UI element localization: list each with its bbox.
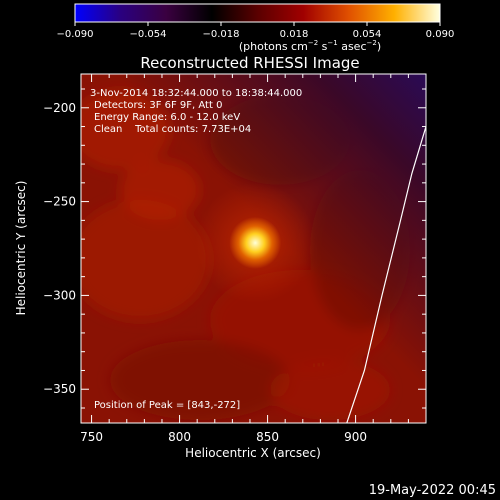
- colorbar: [74, 3, 441, 23]
- annotation-clean-counts: Clean Total counts: 7.73E+04: [94, 124, 251, 135]
- x-tick-label: 900: [344, 430, 367, 444]
- y-tick-label: −250: [43, 195, 76, 209]
- y-axis-label: Heliocentric Y (arcsec): [14, 181, 28, 316]
- x-axis-label: Heliocentric X (arcsec): [185, 446, 321, 460]
- colorbar-tick-label: −0.090: [56, 29, 93, 40]
- colorbar-tick-label: −0.054: [129, 29, 166, 40]
- solar-limb-line: [346, 126, 426, 423]
- plot-frame: [80, 73, 427, 424]
- annotation-time-range: 3-Nov-2014 18:32:44.000 to 18:38:44.000: [90, 88, 302, 99]
- x-tick-label: 800: [168, 430, 191, 444]
- y-tick-label: −200: [43, 101, 76, 115]
- x-tick-label: 850: [256, 430, 279, 444]
- colorbar-tick-label: 0.054: [353, 29, 382, 40]
- colorbar-ticks: −0.090 −0.054 −0.018 0.018 0.054 0.090: [56, 22, 454, 40]
- y-axis: −200 −250 −300 −350: [43, 88, 426, 409]
- colorbar-tick-label: 0.018: [280, 29, 309, 40]
- y-tick-label: −300: [43, 288, 76, 302]
- annotation-detectors: Detectors: 3F 6F 9F, Att 0: [94, 100, 222, 111]
- colorbar-tick-label: 0.090: [426, 29, 455, 40]
- footer-timestamp: 19-May-2022 00:45: [369, 483, 496, 498]
- x-tick-label: 750: [80, 430, 103, 444]
- chart-title: Reconstructed RHESSI Image: [140, 54, 359, 72]
- x-axis: 750 800 850 900: [80, 74, 427, 444]
- heatmap-image: [81, 74, 426, 423]
- colorbar-unit-label: (photons cm−2 s−1 asec−2): [239, 39, 381, 53]
- y-tick-label: −350: [43, 382, 76, 396]
- peak-position-label: Position of Peak = [843,-272]: [94, 400, 240, 411]
- peak-source: [229, 216, 282, 269]
- colorbar-tick-label: −0.018: [202, 29, 239, 40]
- annotation-energy-range: Energy Range: 6.0 - 12.0 keV: [94, 112, 240, 123]
